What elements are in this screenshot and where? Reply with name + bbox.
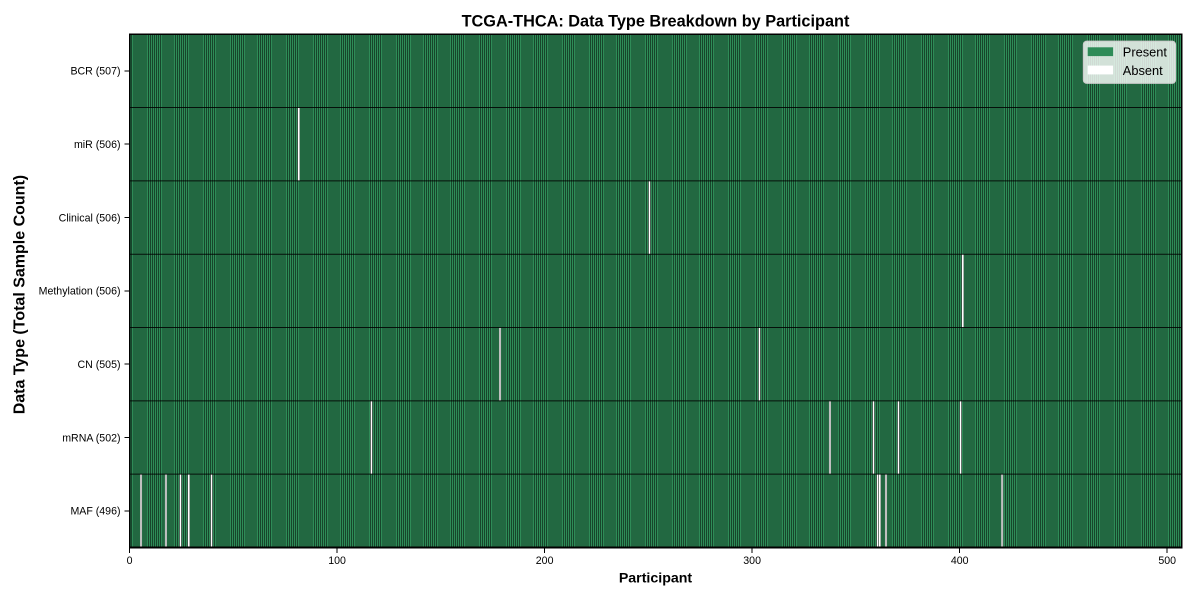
- svg-text:400: 400: [951, 555, 969, 567]
- svg-text:500: 500: [1158, 555, 1176, 567]
- svg-text:TCGA-THCA: Data Type Breakdown: TCGA-THCA: Data Type Breakdown by Partic…: [462, 13, 850, 31]
- svg-text:Present: Present: [1123, 45, 1168, 60]
- svg-text:300: 300: [743, 555, 761, 567]
- svg-text:200: 200: [536, 555, 554, 567]
- svg-text:BCR (507): BCR (507): [70, 66, 120, 78]
- svg-text:mRNA (502): mRNA (502): [62, 432, 120, 444]
- svg-text:Clinical (506): Clinical (506): [59, 212, 121, 224]
- svg-text:miR (506): miR (506): [74, 139, 121, 151]
- svg-text:Data Type (Total Sample Count): Data Type (Total Sample Count): [11, 175, 28, 414]
- svg-text:Participant: Participant: [619, 571, 693, 587]
- svg-text:CN (505): CN (505): [78, 359, 121, 371]
- svg-text:100: 100: [328, 555, 346, 567]
- svg-text:Methylation (506): Methylation (506): [39, 286, 121, 298]
- svg-text:Absent: Absent: [1123, 63, 1163, 78]
- svg-text:MAF (496): MAF (496): [70, 506, 120, 518]
- svg-text:0: 0: [127, 555, 133, 567]
